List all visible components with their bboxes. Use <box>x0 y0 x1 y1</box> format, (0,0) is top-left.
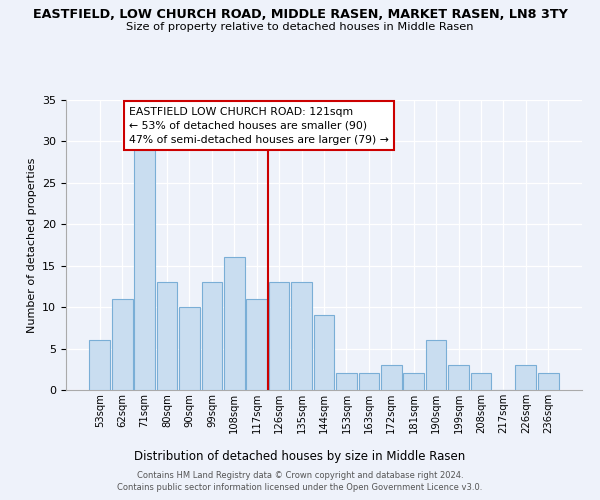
Bar <box>112 299 133 390</box>
Text: Distribution of detached houses by size in Middle Rasen: Distribution of detached houses by size … <box>134 450 466 463</box>
Bar <box>381 365 401 390</box>
Text: Contains HM Land Registry data © Crown copyright and database right 2024.
Contai: Contains HM Land Registry data © Crown c… <box>118 471 482 492</box>
Bar <box>403 374 424 390</box>
Bar <box>314 316 334 390</box>
Bar <box>224 258 245 390</box>
Bar <box>269 282 289 390</box>
Y-axis label: Number of detached properties: Number of detached properties <box>26 158 37 332</box>
Bar <box>157 282 178 390</box>
Bar <box>202 282 222 390</box>
Text: EASTFIELD, LOW CHURCH ROAD, MIDDLE RASEN, MARKET RASEN, LN8 3TY: EASTFIELD, LOW CHURCH ROAD, MIDDLE RASEN… <box>32 8 568 20</box>
Bar <box>426 340 446 390</box>
Bar <box>470 374 491 390</box>
Bar <box>359 374 379 390</box>
Bar <box>247 299 267 390</box>
Bar <box>179 307 200 390</box>
Bar <box>515 365 536 390</box>
Bar <box>448 365 469 390</box>
Text: Size of property relative to detached houses in Middle Rasen: Size of property relative to detached ho… <box>126 22 474 32</box>
Bar <box>291 282 312 390</box>
Bar <box>538 374 559 390</box>
Bar <box>89 340 110 390</box>
Text: EASTFIELD LOW CHURCH ROAD: 121sqm
← 53% of detached houses are smaller (90)
47% : EASTFIELD LOW CHURCH ROAD: 121sqm ← 53% … <box>129 106 389 144</box>
Bar <box>336 374 357 390</box>
Bar <box>134 150 155 390</box>
